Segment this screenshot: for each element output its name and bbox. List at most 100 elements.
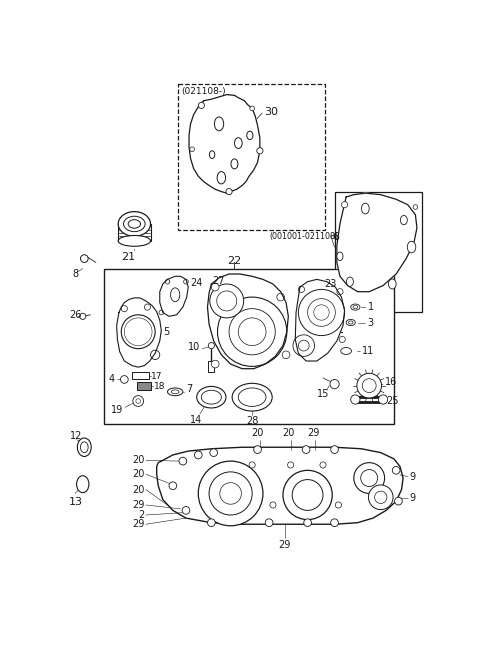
Circle shape	[304, 519, 312, 527]
Circle shape	[198, 461, 263, 526]
Bar	[335, 192, 421, 313]
Ellipse shape	[118, 212, 151, 236]
Bar	[104, 269, 394, 424]
Circle shape	[210, 284, 244, 318]
Text: 16: 16	[384, 377, 397, 387]
Circle shape	[209, 472, 252, 515]
Ellipse shape	[170, 288, 180, 302]
Circle shape	[413, 204, 418, 210]
Circle shape	[81, 255, 88, 263]
Polygon shape	[295, 280, 345, 361]
Circle shape	[211, 360, 219, 368]
Ellipse shape	[400, 215, 408, 225]
Circle shape	[369, 485, 393, 510]
Text: 5: 5	[163, 327, 169, 336]
Circle shape	[151, 350, 160, 360]
Text: 20: 20	[132, 469, 144, 479]
Circle shape	[392, 466, 400, 474]
Ellipse shape	[209, 151, 215, 159]
Ellipse shape	[361, 203, 369, 214]
Ellipse shape	[341, 347, 351, 355]
Ellipse shape	[168, 388, 183, 396]
Text: 8: 8	[72, 269, 78, 279]
Circle shape	[339, 336, 345, 342]
Ellipse shape	[232, 383, 272, 411]
Text: 24: 24	[191, 278, 203, 288]
Text: 29: 29	[132, 500, 144, 510]
Text: 26: 26	[69, 310, 81, 320]
Circle shape	[337, 289, 343, 295]
Text: 19: 19	[110, 405, 123, 415]
Text: (001001-021108): (001001-021108)	[269, 232, 338, 241]
Ellipse shape	[238, 388, 266, 406]
Text: 17: 17	[151, 372, 163, 381]
Text: 13: 13	[69, 498, 83, 507]
Circle shape	[190, 147, 194, 151]
Text: 18: 18	[154, 382, 165, 391]
Circle shape	[211, 283, 219, 291]
Circle shape	[207, 519, 215, 527]
Text: 21: 21	[121, 252, 135, 261]
Text: 15: 15	[317, 389, 329, 399]
Circle shape	[336, 502, 341, 508]
Circle shape	[120, 376, 128, 383]
Circle shape	[169, 482, 177, 490]
Circle shape	[292, 479, 323, 510]
Ellipse shape	[197, 386, 226, 408]
Polygon shape	[156, 447, 403, 524]
Text: 23: 23	[324, 280, 337, 289]
Circle shape	[362, 378, 376, 393]
Text: 9: 9	[409, 472, 415, 481]
Circle shape	[136, 399, 141, 403]
Circle shape	[341, 202, 348, 208]
Ellipse shape	[348, 321, 353, 324]
Text: 2: 2	[138, 510, 144, 520]
Ellipse shape	[77, 438, 91, 457]
Text: 29: 29	[308, 428, 320, 438]
Circle shape	[194, 451, 202, 459]
Circle shape	[226, 188, 232, 195]
Text: 27: 27	[212, 276, 225, 287]
Ellipse shape	[81, 442, 88, 453]
Polygon shape	[160, 276, 188, 316]
Text: 20: 20	[282, 428, 295, 438]
Text: 20: 20	[132, 455, 144, 465]
Text: 4: 4	[109, 375, 115, 384]
Circle shape	[314, 305, 329, 320]
Ellipse shape	[77, 476, 89, 492]
Circle shape	[165, 280, 170, 284]
Circle shape	[265, 519, 273, 527]
Bar	[178, 84, 324, 230]
Circle shape	[249, 462, 255, 468]
Ellipse shape	[346, 320, 355, 325]
Circle shape	[270, 502, 276, 508]
Polygon shape	[207, 274, 288, 369]
Circle shape	[133, 396, 144, 406]
Circle shape	[144, 304, 151, 310]
Circle shape	[121, 315, 155, 349]
Text: 22: 22	[228, 256, 241, 267]
Ellipse shape	[118, 236, 151, 247]
Circle shape	[330, 380, 339, 389]
Circle shape	[129, 322, 147, 341]
Polygon shape	[117, 298, 161, 367]
Circle shape	[283, 470, 332, 520]
Circle shape	[299, 289, 345, 336]
Circle shape	[121, 305, 127, 312]
Text: 28: 28	[246, 417, 258, 426]
Text: 7: 7	[186, 384, 192, 395]
Circle shape	[124, 318, 152, 345]
Circle shape	[378, 395, 388, 404]
Circle shape	[351, 395, 360, 404]
Text: 1: 1	[368, 302, 374, 312]
Bar	[208, 361, 215, 372]
Ellipse shape	[201, 390, 221, 404]
Circle shape	[357, 373, 382, 398]
Circle shape	[250, 106, 254, 111]
Polygon shape	[337, 193, 417, 292]
Text: 11: 11	[361, 346, 374, 356]
Ellipse shape	[217, 171, 226, 184]
Circle shape	[331, 446, 338, 454]
Circle shape	[277, 293, 285, 301]
Ellipse shape	[347, 277, 353, 287]
